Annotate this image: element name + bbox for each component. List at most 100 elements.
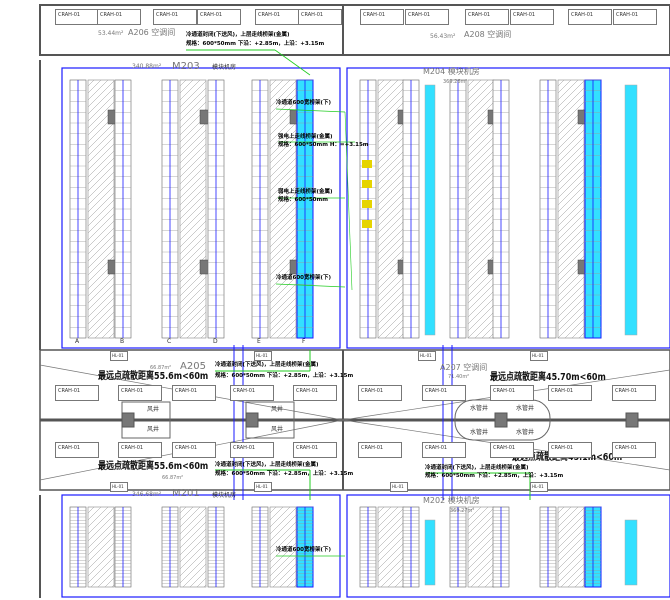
hatch-line [269, 136, 297, 164]
hatch-line [467, 535, 495, 563]
crah-unit: CRAH-01 [612, 442, 656, 458]
crah-unit: CRAH-01 [548, 385, 592, 401]
hall-m204 [346, 67, 670, 349]
hatch-line [377, 535, 405, 563]
hatch-line [189, 570, 207, 588]
rack-row-label: F [302, 338, 306, 345]
hatch-line [377, 290, 405, 318]
strong-tray-spec: 规格：600*50mm H：=+3.15m [278, 142, 369, 148]
hatch-line [377, 79, 385, 87]
hatch-line [467, 136, 495, 164]
hatch-line [557, 290, 585, 318]
hatch-line [179, 290, 207, 318]
hatch-line [87, 101, 115, 129]
hatch-line [179, 311, 207, 339]
hatch-line [377, 87, 405, 115]
hatch-line [377, 79, 392, 94]
hatch-line [269, 311, 297, 339]
hatch-line [179, 304, 207, 332]
core-cabinet [362, 220, 372, 228]
weak-tray-spec: 规格：600*50mm [278, 197, 328, 203]
hatch-line [560, 563, 585, 588]
hatch-line [578, 332, 585, 339]
leader [344, 111, 353, 291]
hatch-line [377, 241, 405, 269]
hatch-line [269, 164, 297, 192]
hatch-line [467, 164, 495, 192]
crah-unit: CRAH-01 [613, 9, 657, 25]
hatch-line [87, 304, 115, 332]
hatch-line [391, 325, 405, 339]
hatch-line [394, 577, 405, 588]
hatch-line [87, 157, 115, 185]
hatch-line [269, 192, 297, 220]
hatch-line [179, 150, 207, 178]
hatch-line [467, 150, 495, 178]
hatch-line [179, 122, 207, 150]
crah-unit: CRAH-01 [55, 385, 99, 401]
hatch-line [377, 542, 405, 570]
hatch-line [90, 563, 115, 588]
hatch-line [87, 241, 115, 269]
hatch-line [179, 178, 207, 206]
hatch-line [557, 164, 585, 192]
hatch-line [87, 507, 115, 535]
hatch-line [104, 577, 115, 588]
hatch-line [377, 283, 405, 311]
hatch-line [269, 528, 297, 556]
hatch-line [557, 507, 585, 535]
crah-unit: CRAH-01 [465, 9, 509, 25]
evac-right-top: 最远点疏散距离45.70m<60m [490, 372, 606, 383]
hatch-line [87, 506, 109, 528]
hatch-line [557, 549, 585, 577]
hatch-line [557, 79, 565, 87]
hatch-line [467, 206, 495, 234]
hatch-line [557, 171, 585, 199]
hatch-line [377, 514, 405, 542]
hatch-line [467, 79, 475, 87]
hatch-line [179, 248, 207, 276]
hatch-line [377, 164, 405, 192]
hatch-line [467, 283, 495, 311]
cold-aisle-tray-label-3: 冷通道600宽桥架(下) [276, 547, 332, 553]
hatch-line [179, 171, 207, 199]
hatch-line [467, 129, 495, 157]
hatch-line [179, 283, 207, 311]
hatch-line [179, 87, 207, 115]
core-cabinet [362, 160, 372, 168]
hatch-line [377, 101, 405, 129]
hatch-line [377, 192, 405, 220]
hatch-line [467, 192, 495, 220]
hatch-line [377, 528, 405, 556]
hatch-line [87, 528, 115, 556]
crah-unit: CRAH-01 [118, 442, 162, 458]
crah-unit: CRAH-01 [97, 9, 141, 25]
hatch-line [179, 220, 207, 248]
hatch-line [186, 318, 207, 339]
hatch-line [467, 248, 495, 276]
hatch-line [179, 206, 207, 234]
hatch-line [467, 94, 495, 122]
hatch-line [377, 506, 399, 528]
hatch-line [470, 563, 495, 588]
crah-unit: CRAH-01 [358, 442, 402, 458]
hatch-line [276, 318, 297, 339]
hatch-line [87, 171, 115, 199]
hatch-line [193, 325, 207, 339]
hatch-line [269, 506, 291, 528]
hatch-line [467, 213, 495, 241]
crah-unit: CRAH-01 [422, 442, 466, 458]
hatch-line [269, 122, 297, 150]
hatch-line [269, 80, 297, 108]
hatch-line [179, 276, 207, 304]
hatch-line [179, 297, 207, 325]
hatch-line [182, 563, 207, 588]
hatch-line [179, 192, 207, 220]
hatch-line [179, 241, 207, 269]
hatch-line [269, 521, 297, 549]
hatch-line [179, 521, 207, 549]
hatch-line [484, 577, 495, 588]
hatch-line [269, 290, 297, 318]
hatch-line [87, 87, 115, 115]
m202-name: M202 模块机房 [423, 496, 480, 505]
